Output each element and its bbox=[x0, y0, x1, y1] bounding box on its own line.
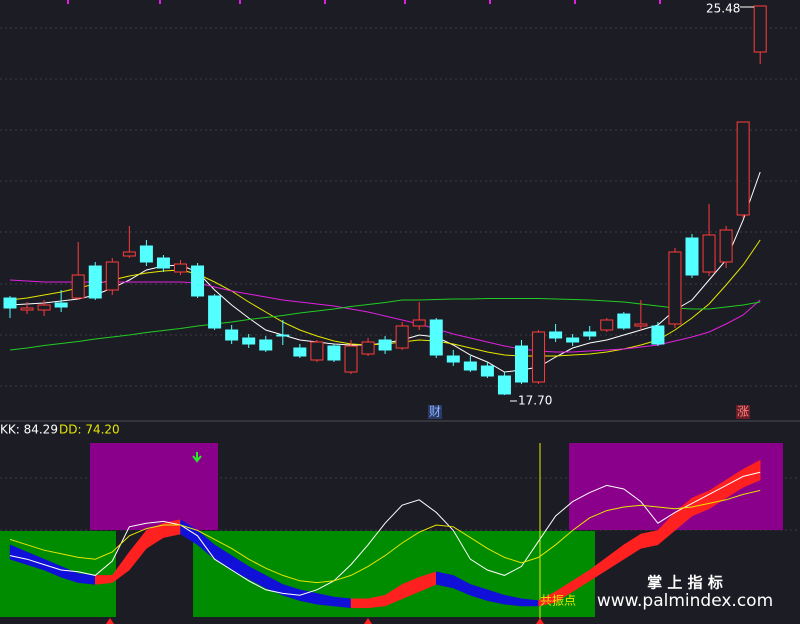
candle-body bbox=[429, 319, 443, 356]
candle-body bbox=[242, 337, 256, 345]
candle-body bbox=[480, 365, 494, 377]
candle-body bbox=[583, 331, 597, 337]
candle-body bbox=[463, 361, 477, 371]
candle-body bbox=[668, 251, 682, 325]
note-box bbox=[736, 405, 750, 419]
candle-body bbox=[378, 339, 392, 351]
candle-body bbox=[139, 245, 153, 263]
candle-body bbox=[617, 313, 631, 329]
candle-body bbox=[395, 325, 409, 349]
candle-body bbox=[276, 334, 290, 337]
note: 涨 bbox=[737, 404, 749, 419]
candle-body bbox=[225, 329, 239, 341]
indicator-line bbox=[9, 471, 761, 596]
resonance-label: 共振点 bbox=[540, 594, 576, 608]
moving-average bbox=[9, 279, 761, 353]
top-ticks bbox=[67, 0, 661, 4]
indicator-line bbox=[9, 489, 761, 584]
candle-body bbox=[71, 274, 85, 299]
note-box bbox=[428, 405, 442, 419]
candle-body bbox=[515, 345, 528, 383]
candle-body bbox=[412, 319, 426, 327]
candle-body bbox=[600, 319, 614, 331]
candle-body bbox=[446, 355, 460, 363]
candle-body bbox=[88, 265, 102, 299]
candle-body bbox=[634, 323, 648, 327]
candle-body bbox=[310, 341, 324, 361]
candle-body bbox=[327, 345, 341, 361]
candle-body bbox=[191, 265, 205, 297]
band-segment bbox=[95, 575, 113, 585]
max-label: 25.48 bbox=[706, 2, 740, 16]
dd-label: DD: 74.20 bbox=[59, 423, 120, 437]
candle-body bbox=[719, 229, 733, 263]
band-segment bbox=[333, 596, 352, 609]
candle-body bbox=[174, 263, 187, 273]
band-segment bbox=[742, 459, 761, 488]
watermark-url: www.palmindex.com bbox=[597, 591, 773, 611]
candle-body bbox=[3, 297, 17, 309]
candle-body bbox=[259, 339, 273, 351]
watermark-title: 掌 上 指 标 bbox=[647, 574, 723, 592]
candle-body bbox=[208, 295, 222, 329]
candle-body bbox=[566, 337, 580, 343]
kk-label: KK: 84.29 bbox=[0, 423, 58, 437]
candle-body bbox=[293, 347, 307, 357]
candle-body bbox=[651, 325, 665, 345]
zone-box bbox=[90, 443, 218, 530]
candle-body bbox=[105, 261, 119, 291]
candle-body bbox=[361, 341, 375, 355]
candle-body bbox=[344, 345, 358, 373]
candle-body bbox=[685, 237, 699, 276]
candle-body bbox=[702, 234, 716, 273]
candle-body bbox=[122, 251, 136, 257]
moving-average bbox=[9, 298, 761, 351]
candle-body bbox=[20, 307, 34, 311]
marks bbox=[3, 5, 767, 609]
note: 财 bbox=[429, 405, 441, 419]
candle-body bbox=[753, 5, 767, 53]
candle-body bbox=[549, 331, 563, 339]
candle-body bbox=[37, 304, 51, 311]
candle-body bbox=[532, 331, 546, 383]
candle-body bbox=[497, 375, 511, 395]
candle-body bbox=[156, 257, 170, 269]
candle-body bbox=[736, 121, 750, 216]
candle-body bbox=[54, 302, 68, 308]
band-segment bbox=[350, 598, 369, 609]
min-label: 17.70 bbox=[518, 394, 552, 408]
signal-arrow bbox=[192, 452, 202, 463]
